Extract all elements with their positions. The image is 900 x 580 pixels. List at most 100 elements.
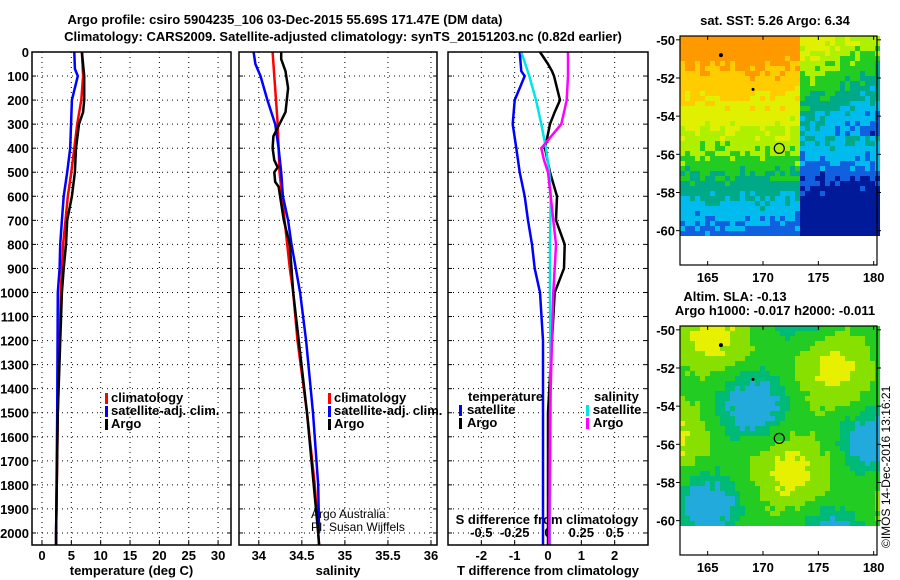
map-pixel (690, 46, 695, 51)
map-pixel (735, 66, 740, 71)
map-pixel (830, 141, 835, 146)
map-pixel (780, 136, 785, 141)
map-pixel (815, 421, 820, 426)
map-pixel (780, 496, 785, 501)
map-pixel (715, 211, 720, 216)
map-pixel (830, 481, 835, 486)
map-pixel (720, 211, 725, 216)
map-pixel (850, 151, 855, 156)
map-pixel (825, 116, 830, 121)
map-pixel (840, 356, 845, 361)
map-pixel (750, 396, 755, 401)
map-pixel (730, 96, 735, 101)
map-pixel (860, 361, 865, 366)
map-pixel (785, 56, 790, 61)
map-pixel (730, 51, 735, 56)
lat-tick-label--50: -50 (656, 323, 675, 338)
map-pixel (805, 521, 810, 526)
map-pixel (780, 436, 785, 441)
map-pixel (870, 366, 875, 371)
map-pixel (815, 506, 820, 511)
map-pixel (780, 521, 785, 526)
map-pixel (700, 41, 705, 46)
x-tick-label-35: 35 (338, 548, 352, 563)
map-pixel (760, 186, 765, 191)
map-pixel (725, 436, 730, 441)
map-pixel (735, 501, 740, 506)
map-pixel (835, 96, 840, 101)
map-pixel (805, 86, 810, 91)
map-pixel (765, 346, 770, 351)
map-pixel (870, 386, 875, 391)
map-pixel (770, 176, 775, 181)
legend-swatch (586, 405, 589, 416)
map-pixel (680, 361, 685, 366)
map-pixel (780, 346, 785, 351)
map-pixel (820, 181, 825, 186)
map-pixel (750, 406, 755, 411)
map-pixel (735, 421, 740, 426)
map-pixel (695, 371, 700, 376)
map-pixel (835, 136, 840, 141)
map-pixel (795, 181, 800, 186)
map-pixel (715, 176, 720, 181)
map-pixel (800, 126, 805, 131)
map-pixel (705, 381, 710, 386)
map-pixel (690, 516, 695, 521)
map-pixel (695, 326, 700, 331)
map-pixel (740, 51, 745, 56)
map-pixel (795, 401, 800, 406)
map-pixel (760, 71, 765, 76)
map-pixel (715, 81, 720, 86)
map-pixel (730, 56, 735, 61)
map-pixel (750, 186, 755, 191)
map-pixel (765, 81, 770, 86)
map-pixel (800, 61, 805, 66)
map-pixel (795, 191, 800, 196)
map-pixel (710, 356, 715, 361)
map-pixel (705, 496, 710, 501)
map-pixel (775, 211, 780, 216)
map-pixel (810, 226, 815, 231)
map-pixel (820, 126, 825, 131)
map-pixel (780, 441, 785, 446)
map-pixel (760, 411, 765, 416)
map-pixel (840, 121, 845, 126)
map-pixel (770, 51, 775, 56)
map-pixel (735, 231, 740, 236)
map-pixel (720, 51, 725, 56)
map-pixel (790, 166, 795, 171)
series-line-satellite-adj-clim- (54, 51, 80, 545)
map-pixel (850, 371, 855, 376)
map-pixel (695, 496, 700, 501)
map-pixel (740, 191, 745, 196)
map-pixel (825, 211, 830, 216)
map-pixel (845, 501, 850, 506)
map-pixel (700, 61, 705, 66)
map-pixel (855, 476, 860, 481)
map-pixel (820, 226, 825, 231)
map-pixel (790, 386, 795, 391)
map-pixel (785, 366, 790, 371)
map-pixel (695, 86, 700, 91)
map-pixel (815, 86, 820, 91)
map-pixel (700, 401, 705, 406)
map-pixel (860, 381, 865, 386)
map-pixel (785, 441, 790, 446)
map-pixel (825, 511, 830, 516)
map-pixel (795, 436, 800, 441)
map-pixel (690, 486, 695, 491)
legend-swatch (328, 419, 331, 430)
map-pixel (845, 121, 850, 126)
map-pixel (815, 76, 820, 81)
map-pixel (740, 141, 745, 146)
map-pixel (755, 386, 760, 391)
map-pixel (835, 156, 840, 161)
map-pixel (735, 506, 740, 511)
map-pixel (870, 56, 875, 61)
map-pixel (825, 411, 830, 416)
map-pixel (690, 146, 695, 151)
map-pixel (700, 126, 705, 131)
map-pixel (745, 171, 750, 176)
map-pixel (740, 466, 745, 471)
